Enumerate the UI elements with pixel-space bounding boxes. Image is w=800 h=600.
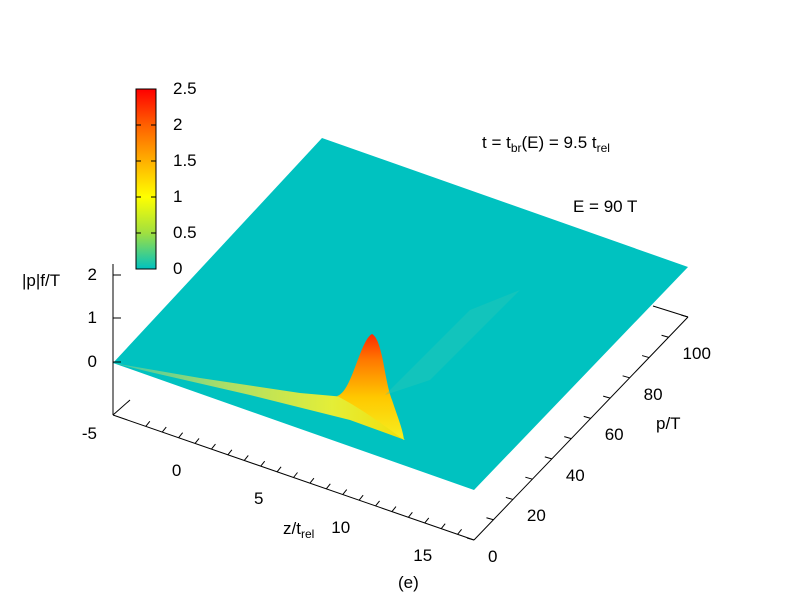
x-tick-label: 15 xyxy=(413,545,433,565)
colorbar-tick-label: 1.5 xyxy=(173,151,197,170)
peak-spike xyxy=(337,334,404,440)
time-annotation: t = tbr(E) = 9.5 trel xyxy=(482,134,610,154)
panel-label: (e) xyxy=(398,573,419,592)
x-tick xyxy=(424,517,430,524)
x-tick xyxy=(276,466,282,473)
x-tick xyxy=(178,432,184,439)
colorbar-tick-label: 0 xyxy=(173,259,183,278)
y-tick xyxy=(544,456,552,460)
x-tick xyxy=(407,511,413,518)
y-axis-label: p/T xyxy=(656,414,681,433)
x-tick xyxy=(145,421,151,427)
y-tick xyxy=(564,436,572,440)
z-tick-label: 1 xyxy=(87,308,97,327)
x-tick xyxy=(375,500,380,507)
x-tick xyxy=(260,460,266,467)
y-tick xyxy=(603,395,611,399)
energy-annotation: E = 90 T xyxy=(573,197,638,216)
y-tick-label: 0 xyxy=(488,547,498,566)
y-tick xyxy=(622,375,630,379)
y-tick xyxy=(641,355,650,359)
time-annotation-mid: (E) = 9.5 t xyxy=(521,133,597,152)
y-tick-label: 20 xyxy=(526,506,546,526)
colorbar-tick-label: 2 xyxy=(173,115,183,134)
x-tick xyxy=(440,523,446,529)
time-annotation-sub1: br xyxy=(510,141,522,155)
y-tick-label: 100 xyxy=(682,344,711,364)
x-tick xyxy=(309,477,315,484)
x-tick xyxy=(325,483,331,490)
x-tick-label: 5 xyxy=(253,489,264,509)
x-axis-label-main: z/t xyxy=(283,519,301,538)
y-tick xyxy=(680,314,689,318)
z-axis-label: |p|f/T xyxy=(22,271,61,290)
y-tick xyxy=(505,496,514,500)
x-tick xyxy=(457,529,462,535)
colorbar-tick-label: 0.5 xyxy=(173,223,197,242)
colorbar-tick-label: 2.5 xyxy=(173,79,197,98)
z-tick-label: 2 xyxy=(87,265,97,284)
x-tick xyxy=(161,426,167,433)
x-tick xyxy=(211,443,216,450)
y-axis-line xyxy=(473,316,689,541)
x-tick-label: 0 xyxy=(171,460,182,480)
x-axis-label-sub: rel xyxy=(300,527,315,541)
x-tick xyxy=(243,455,249,461)
y-tick-label: 60 xyxy=(604,425,624,445)
z-tick-label: -5 xyxy=(81,424,97,443)
y-tick xyxy=(486,517,494,521)
z-tick-label: 0 xyxy=(87,352,97,371)
y-tick xyxy=(466,537,475,541)
y-tick xyxy=(583,415,591,419)
y-tick xyxy=(661,334,669,338)
ridge-base xyxy=(113,363,405,440)
x-tick-label: 10 xyxy=(331,517,351,537)
y-tick-label: 40 xyxy=(565,465,585,485)
x-tick xyxy=(227,449,233,456)
y-tick xyxy=(525,476,533,480)
ridge-shadow xyxy=(385,290,520,395)
time-annotation-sub2: rel xyxy=(596,141,610,155)
back-axis-line xyxy=(112,399,131,416)
colorbar-tick-label: 1 xyxy=(173,187,183,206)
x-tick xyxy=(391,506,397,512)
colorbar xyxy=(135,88,157,270)
x-tick xyxy=(293,472,298,478)
x-tick xyxy=(342,489,348,495)
time-annotation-prefix: t = t xyxy=(482,133,511,152)
y-tick-label: 80 xyxy=(643,384,663,404)
x-axis-label: z/trel xyxy=(283,520,314,540)
x-tick xyxy=(194,438,200,444)
surface-plane xyxy=(113,138,688,490)
x-tick xyxy=(358,494,364,501)
